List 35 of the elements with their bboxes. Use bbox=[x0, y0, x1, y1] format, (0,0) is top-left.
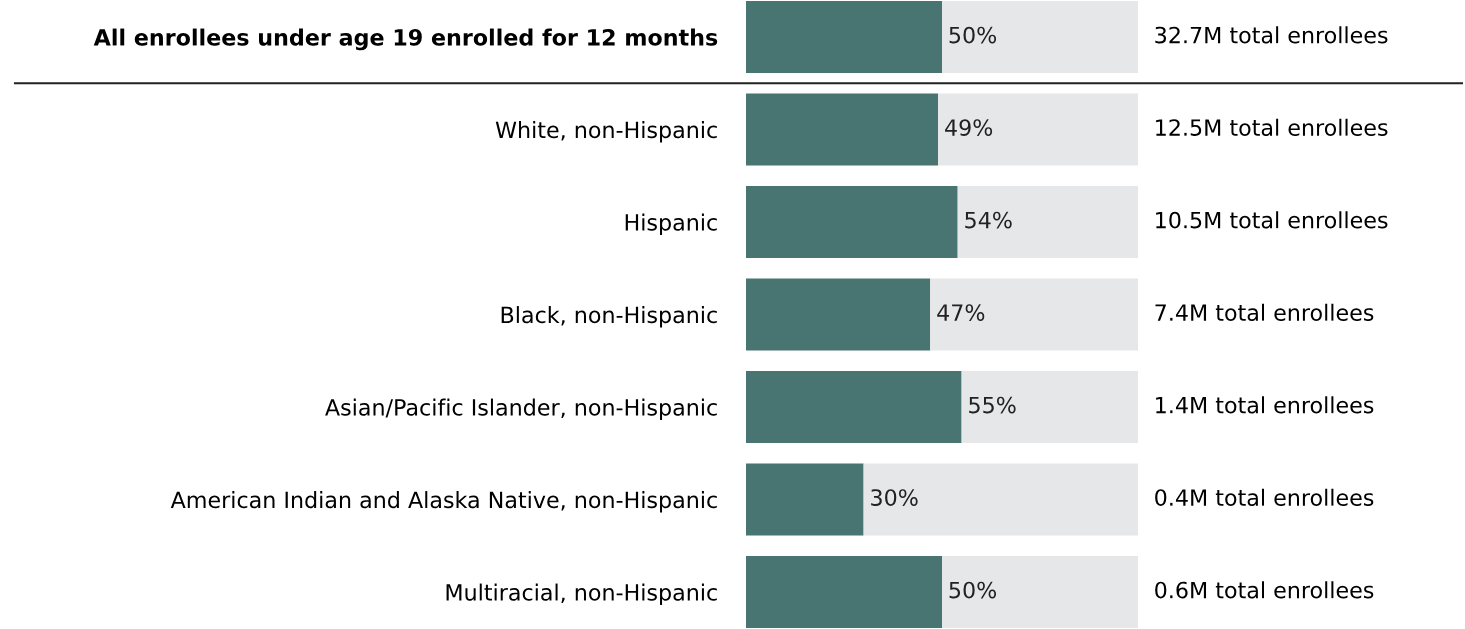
bar bbox=[942, 555, 1138, 629]
data-label: 50% bbox=[949, 581, 997, 599]
y-tick-label: All enrollees under age 19 enrolled for 12 months bbox=[93, 28, 718, 51]
text: 1.4M total enrollees bbox=[1156, 396, 1374, 414]
bar bbox=[746, 370, 962, 444]
y-tick-label: White, non-Hispanic bbox=[495, 121, 717, 143]
bar bbox=[957, 185, 1138, 259]
text: 0.6M total enrollees bbox=[1155, 581, 1374, 599]
y-tick-label: American Indian and Alaska Native, non-Hispanic bbox=[170, 491, 717, 513]
bar bbox=[961, 370, 1138, 444]
bar bbox=[942, 0, 1138, 74]
y-tick-label: Multiracial, non-Hispanic bbox=[446, 583, 717, 606]
bar bbox=[863, 463, 1138, 536]
data-label: 49% bbox=[945, 119, 993, 136]
text: 7.4M total enrollees bbox=[1155, 303, 1374, 321]
bar bbox=[930, 278, 1138, 351]
data-label: 54% bbox=[965, 211, 1012, 229]
data-label: 47% bbox=[937, 304, 985, 321]
bar bbox=[746, 185, 958, 259]
bar bbox=[746, 555, 942, 629]
data-label: 30% bbox=[871, 489, 918, 506]
text: 12.5M total enrollees bbox=[1156, 118, 1388, 136]
bar bbox=[746, 278, 931, 351]
text: 32.7M total enrollees bbox=[1155, 26, 1388, 44]
bar bbox=[938, 93, 1138, 166]
text: 0.4M total enrollees bbox=[1155, 488, 1374, 506]
y-tick-label: Hispanic bbox=[625, 213, 717, 236]
bar bbox=[746, 0, 942, 74]
bar bbox=[746, 463, 864, 536]
text: 10.5M total enrollees bbox=[1156, 211, 1388, 229]
data-label: 50% bbox=[949, 26, 997, 44]
bar bbox=[746, 93, 939, 166]
y-tick-label: Black, non-Hispanic bbox=[501, 306, 717, 328]
y-tick-label: Asian/Pacific Islander, non-Hispanic bbox=[325, 398, 717, 421]
data-label: 55% bbox=[969, 396, 1016, 414]
